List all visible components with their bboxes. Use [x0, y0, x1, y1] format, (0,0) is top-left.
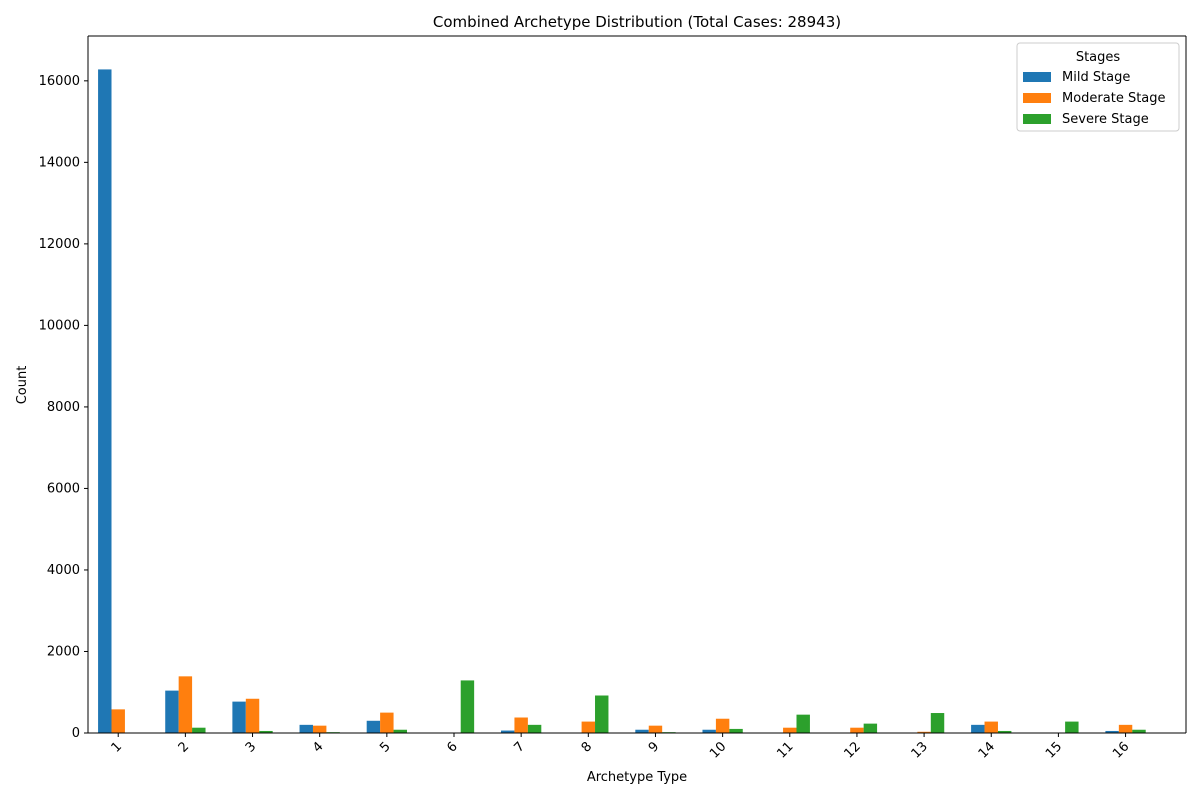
legend-entry: Severe Stage	[1062, 112, 1149, 127]
bar-moderate-stage-7	[514, 717, 528, 733]
bar-mild-stage-16	[1105, 730, 1119, 733]
x-tick-label: 2	[176, 739, 192, 755]
y-tick-label: 2000	[47, 644, 80, 659]
bar-moderate-stage-10	[715, 718, 730, 733]
x-axis-title: Archetype Type	[587, 770, 687, 785]
bar-moderate-stage-2	[178, 676, 193, 733]
y-tick-label: 14000	[39, 155, 80, 170]
bar-severe-stage-12	[863, 723, 878, 733]
y-tick-label: 16000	[39, 74, 80, 89]
bar-severe-stage-13	[930, 713, 945, 733]
legend-title: Stages	[1076, 50, 1121, 65]
legend-swatch	[1023, 72, 1051, 82]
x-tick-label: 9	[646, 739, 662, 755]
legend-swatch	[1023, 114, 1051, 124]
bar-mild-stage-2	[165, 690, 179, 733]
bar-mild-stage-5	[366, 720, 381, 733]
bar-moderate-stage-13	[917, 731, 931, 733]
x-tick-label: 15	[1043, 739, 1065, 761]
bar-severe-stage-15	[1065, 721, 1079, 733]
bar-severe-stage-6	[460, 680, 475, 733]
bar-moderate-stage-3	[245, 698, 260, 733]
legend-swatch	[1023, 93, 1051, 103]
legend-entry: Mild Stage	[1062, 70, 1130, 85]
x-tick-label: 16	[1110, 739, 1132, 761]
chart-title: Combined Archetype Distribution (Total C…	[433, 13, 841, 31]
bar-mild-stage-14	[971, 724, 985, 733]
x-tick-label: 1	[109, 739, 125, 755]
bar-mild-stage-4	[299, 724, 313, 733]
bar-mild-stage-3	[232, 701, 246, 733]
x-tick-label: 12	[841, 739, 863, 761]
bar-severe-stage-8	[595, 695, 609, 733]
bar-moderate-stage-11	[783, 727, 797, 733]
bar-moderate-stage-1	[111, 709, 125, 733]
bar-moderate-stage-9	[648, 725, 663, 733]
bar-mild-stage-1	[98, 69, 112, 733]
y-axis-title: Count	[15, 366, 30, 405]
bar-mild-stage-10	[702, 729, 716, 733]
bar-severe-stage-5	[393, 729, 407, 733]
x-tick-label: 14	[976, 739, 998, 761]
bar-mild-stage-7	[501, 730, 515, 733]
bar-severe-stage-3	[259, 730, 273, 733]
legend: Stages Mild Stage Moderate Stage Severe Sta…	[1016, 42, 1180, 132]
y-tick-label: 12000	[39, 237, 80, 252]
x-tick-label: 8	[579, 739, 595, 755]
bar-moderate-stage-14	[984, 721, 998, 733]
y-tick-label: 6000	[47, 481, 80, 496]
bar-mild-stage-9	[635, 729, 649, 733]
x-tick-label: 5	[377, 739, 393, 755]
x-tick-label: 13	[909, 739, 931, 761]
y-tick-label: 10000	[39, 318, 80, 333]
legend-entry: Moderate Stage	[1062, 91, 1166, 106]
bar-moderate-stage-4	[312, 725, 327, 733]
bar-severe-stage-11	[796, 714, 810, 733]
bar-severe-stage-7	[527, 724, 542, 733]
bar-moderate-stage-12	[850, 727, 864, 733]
bar-severe-stage-10	[729, 728, 743, 733]
bar-severe-stage-2	[192, 727, 206, 733]
x-tick-label: 3	[243, 739, 259, 755]
y-tick-label: 0	[72, 726, 80, 741]
bar-moderate-stage-5	[380, 712, 394, 733]
bar-moderate-stage-16	[1118, 724, 1133, 733]
bar-moderate-stage-8	[581, 721, 596, 733]
x-tick-label: 10	[707, 739, 729, 761]
bar-severe-stage-14	[997, 730, 1012, 733]
x-tick-label: 6	[444, 739, 460, 755]
x-tick-label: 4	[310, 739, 326, 755]
legend-box	[1016, 42, 1180, 132]
y-tick-label: 8000	[47, 400, 80, 415]
x-tick-label: 7	[512, 739, 528, 755]
bar-severe-stage-16	[1132, 729, 1146, 733]
x-tick-label: 11	[774, 739, 796, 761]
y-tick-label: 4000	[47, 563, 80, 578]
